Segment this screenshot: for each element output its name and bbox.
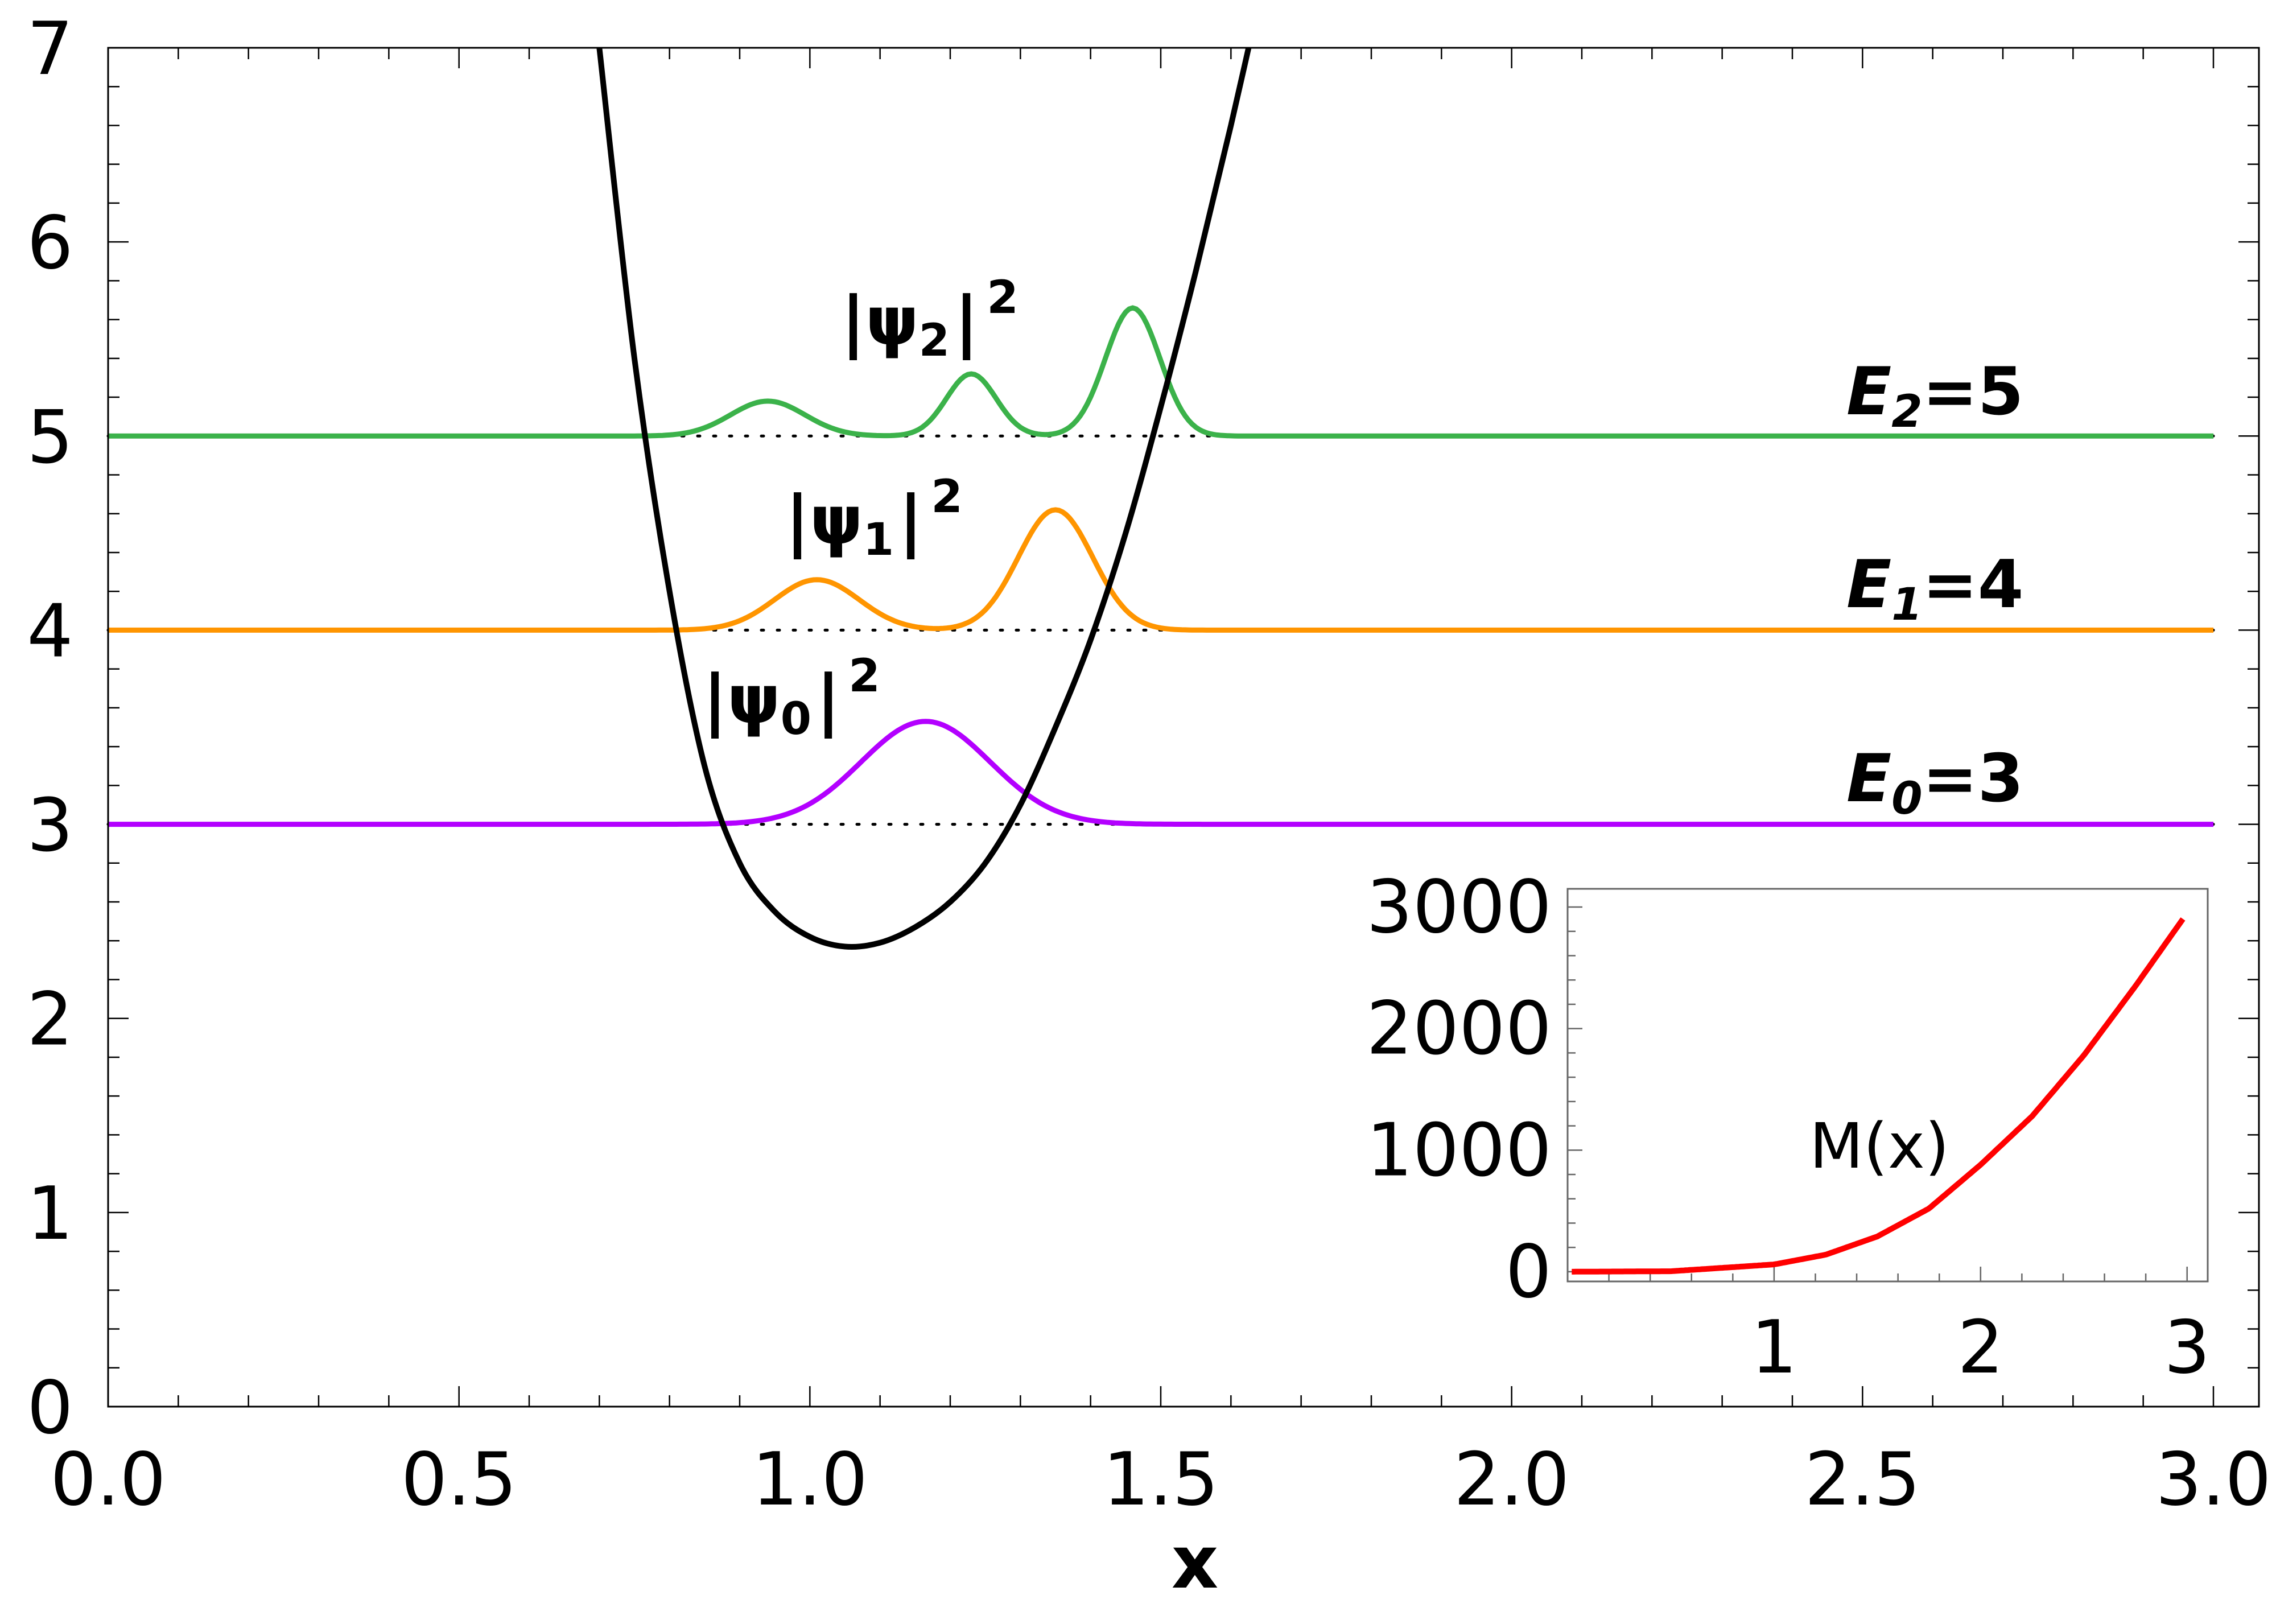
inset-x-tick-label: 1 [1751,1305,1797,1390]
psi0-base: |ψ [703,660,781,739]
y-tick-label: 6 [27,201,73,286]
e0-letter: E [1846,740,1891,817]
y-tick-label: 2 [27,978,73,1062]
psi0-label: |ψ0| 2 [703,649,880,745]
inset-series-label: M(x) [1809,1110,1949,1182]
psi1-subscript: 1 [863,514,894,566]
e1-letter: E [1846,546,1891,623]
y-tick-label: 1 [27,1172,73,1256]
inset-m-curve [1572,917,2186,1275]
x-tick-label: 0.5 [401,1437,517,1522]
psi1-base: |ψ [785,481,863,559]
psi-squared-curve-E2 [108,305,2213,439]
psi0-bar: | [816,660,840,739]
inset-chart: 1 2 3 0 1000 2000 3000 M(x) [1366,865,2210,1390]
inset-x-tick-label: 3 [2164,1305,2210,1390]
main-axis-ticks [107,47,2259,1408]
y-tick-label: 0 [27,1366,73,1450]
energy-label-e1: E1=4 [1846,546,2023,630]
x-tick-label: 0.0 [50,1437,166,1522]
e0-value: =3 [1923,740,2024,817]
x-tick-label: 3.0 [2155,1437,2271,1522]
inset-y-tick-label: 1000 [1366,1108,1552,1193]
energy-label-e2: E2=5 [1846,353,2023,438]
inset-curves [1572,917,2186,1275]
psi2-superscript: 2 [987,271,1019,324]
x-tick-label: 1.5 [1103,1437,1219,1522]
y-tick-label: 5 [27,395,73,480]
y-tick-label: 7 [27,7,73,92]
psi-squared-curve-E0 [108,719,2213,827]
main-plot-frame [107,47,2260,1408]
inset-x-tick-label: 2 [1957,1305,2003,1390]
psi1-bar: | [898,481,923,559]
e2-value: =5 [1923,353,2024,430]
psi0-superscript: 2 [848,649,880,702]
psi2-base: |ψ [841,282,919,360]
main-curves [108,48,2213,950]
e1-value: =4 [1923,546,2024,623]
inset-y-tick-label: 2000 [1366,987,1552,1071]
e1-subscript: 1 [1891,579,1922,630]
psi2-bar: | [954,282,979,360]
y-tick-label: 4 [27,589,73,674]
psi2-subscript: 2 [919,315,950,366]
inset-frame [1566,888,2209,1283]
energy-label-e0: E0=3 [1846,740,2023,825]
inset-y-tick-label: 3000 [1366,865,1552,950]
inset-y-tick-label: 0 [1506,1230,1552,1314]
potential-curve [596,48,1252,950]
x-axis-title: x [1172,1520,1219,1605]
psi1-superscript: 2 [931,470,963,523]
psi-squared-curve-E1 [108,507,2213,633]
x-tick-label: 1.0 [752,1437,868,1522]
psi0-subscript: 0 [781,694,811,745]
inset-axis-labels: 1 2 3 0 1000 2000 3000 [1366,865,2210,1390]
inset-background [1568,889,2208,1281]
x-tick-label: 2.0 [1454,1437,1570,1522]
inset-axis-ticks [1568,906,2188,1281]
y-tick-label: 3 [27,784,73,868]
psi2-label: |ψ2| 2 [841,271,1019,366]
e2-subscript: 2 [1891,386,1922,438]
x-tick-label: 2.5 [1805,1437,1921,1522]
e2-letter: E [1846,353,1891,430]
psi1-label: |ψ1| 2 [785,470,963,566]
e0-subscript: 0 [1891,773,1922,825]
